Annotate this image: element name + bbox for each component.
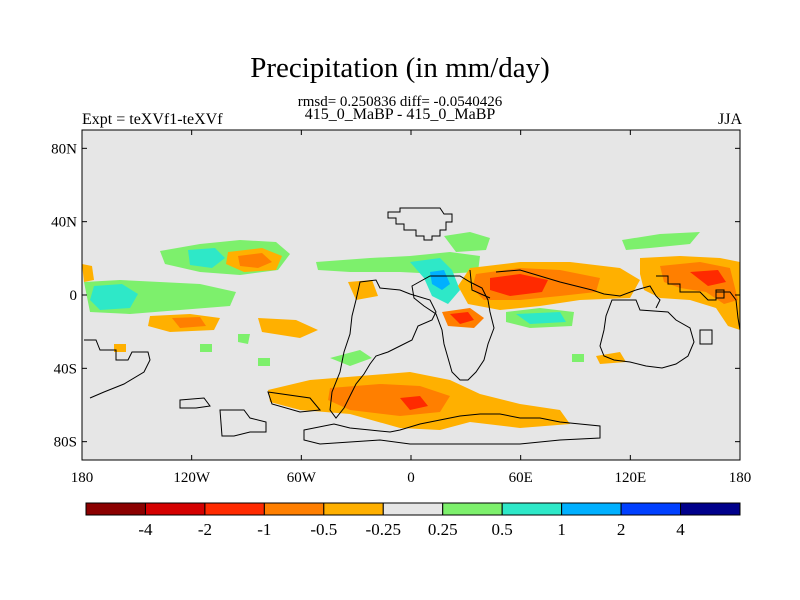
anomaly-region-npac-orange2 [238, 253, 272, 268]
anomaly-region-spac-red [172, 317, 206, 328]
anomaly-region-io-cyan [516, 312, 566, 324]
coast-asia-south [495, 269, 661, 309]
coast-greenland [387, 207, 453, 241]
colorbar-label: 0.5 [492, 520, 513, 539]
anomaly-region-small-1 [200, 344, 212, 352]
coast-antarctica-2 [303, 413, 601, 445]
case-label: 415_0_MaBP - 415_0_MaBP [304, 106, 496, 123]
anomaly-region-pac-cyan [90, 284, 138, 310]
coast-tasmania [715, 289, 725, 299]
anomaly-region-io-red [490, 274, 548, 296]
colorbar-label: -0.25 [366, 520, 401, 539]
coast-antarctica [84, 339, 151, 399]
colorbar-box [680, 502, 741, 516]
y-tick-label: 80N [51, 141, 77, 157]
coast-maritime [656, 275, 741, 331]
colorbar-box [144, 502, 206, 516]
coast-small-ant [267, 391, 321, 413]
coast-antarctica-3 [179, 397, 211, 409]
x-tick-label: 180 [729, 470, 752, 486]
y-tick-label: 0 [70, 288, 78, 304]
y-tick-label: 40N [51, 215, 77, 231]
colorbar-box [323, 502, 384, 516]
colorbar-box [620, 502, 682, 516]
x-tick-label: 60W [287, 470, 317, 486]
colorbar-label: -2 [198, 520, 212, 539]
x-tick-label: 120W [173, 470, 211, 486]
anomaly-region-small-2 [238, 334, 250, 344]
land-outlines [84, 207, 741, 445]
colorbar-box [442, 502, 503, 516]
anomaly-region-sa-orange [348, 280, 378, 300]
anomaly-region-atl-green2 [444, 232, 490, 252]
x-tick-label: 120E [614, 470, 646, 486]
colorbar-label: 1 [557, 520, 566, 539]
y-tick-label: 40S [54, 361, 77, 377]
colorbar-box [561, 502, 622, 516]
anomaly-region-saf-red [450, 312, 474, 324]
y-axis: 80N 40N 0 40S 80S [51, 141, 740, 451]
colorbar-box [501, 502, 563, 516]
anomaly-region-so-darkorange [328, 384, 450, 416]
coast-east-asia [469, 269, 491, 299]
colorbar-label: -4 [138, 520, 153, 539]
anomaly-region-small-4 [572, 354, 584, 362]
anomaly-region-so-red [400, 396, 428, 410]
colorbar-label: -1 [257, 520, 271, 539]
colorbar-box [204, 502, 265, 516]
anomaly-region-wpac-red [690, 270, 726, 286]
colorbar-boxes [85, 502, 741, 516]
precip-anomaly-fills [82, 232, 740, 430]
colorbar-labels: -4 -2 -1 -0.5 -0.25 0.25 0.5 1 2 4 [138, 520, 685, 539]
chart-subtitle: rmsd= 0.250836 diff= -0.0540426 [297, 94, 503, 110]
anomaly-region-wpac-green [622, 232, 700, 250]
colorbar-label: 4 [676, 520, 685, 539]
chart-title: Precipitation (in mm/day) [250, 52, 550, 84]
colorbar-label: 0.25 [428, 520, 458, 539]
x-tick-label: 60E [509, 470, 533, 486]
x-axis: 180 120W 60W 0 60E 120E 180 [71, 130, 752, 486]
x-tick-label: 180 [71, 470, 94, 486]
anomaly-region-atl-blue [430, 270, 450, 290]
experiment-label: Expt = teXVf1-teXVf [82, 111, 223, 128]
colorbar-box [382, 502, 444, 516]
coast-north-america-south [219, 409, 267, 437]
coast-nz [699, 329, 713, 345]
anomaly-region-small-5 [258, 358, 270, 366]
coast-south-america [329, 279, 437, 419]
coast-africa [411, 275, 495, 381]
anomaly-region-so-green [330, 350, 372, 366]
coast-australia [599, 299, 695, 369]
colorbar-label: -0.5 [310, 520, 337, 539]
x-tick-label: 0 [407, 470, 415, 486]
anomaly-region-spac-orange2 [258, 318, 318, 338]
anomaly-region-npac-cyan [188, 248, 225, 268]
anomaly-region-small-3 [114, 344, 126, 352]
colorbar-box [85, 502, 146, 516]
y-tick-label: 80S [54, 435, 77, 451]
colorbar-box [263, 502, 325, 516]
season-label: JJA [717, 111, 742, 128]
anomaly-region-pac-orange-w [82, 264, 94, 282]
colorbar-label: 2 [617, 520, 626, 539]
